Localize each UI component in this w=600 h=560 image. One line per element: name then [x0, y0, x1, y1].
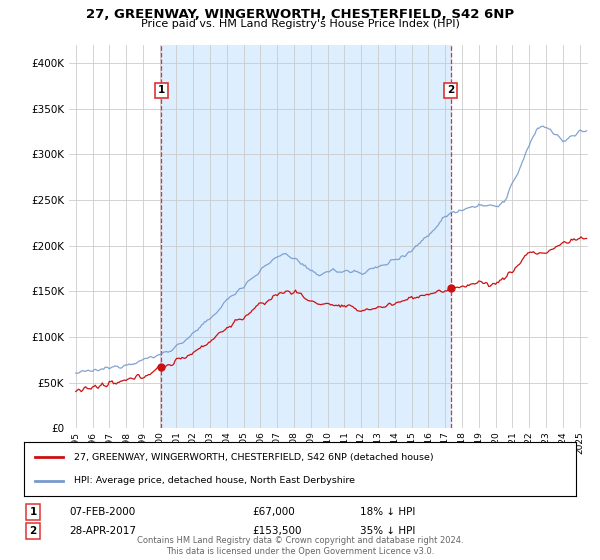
Text: 07-FEB-2000: 07-FEB-2000	[69, 507, 135, 517]
Text: £153,500: £153,500	[252, 526, 302, 536]
Text: 2: 2	[447, 86, 454, 95]
Text: 2: 2	[29, 526, 37, 536]
Text: 1: 1	[158, 86, 165, 95]
Text: Price paid vs. HM Land Registry's House Price Index (HPI): Price paid vs. HM Land Registry's House …	[140, 19, 460, 29]
Text: 35% ↓ HPI: 35% ↓ HPI	[360, 526, 415, 536]
Text: 18% ↓ HPI: 18% ↓ HPI	[360, 507, 415, 517]
Text: 1: 1	[29, 507, 37, 517]
Text: 27, GREENWAY, WINGERWORTH, CHESTERFIELD, S42 6NP (detached house): 27, GREENWAY, WINGERWORTH, CHESTERFIELD,…	[74, 453, 433, 462]
Text: Contains HM Land Registry data © Crown copyright and database right 2024.
This d: Contains HM Land Registry data © Crown c…	[137, 536, 463, 556]
Text: HPI: Average price, detached house, North East Derbyshire: HPI: Average price, detached house, Nort…	[74, 476, 355, 485]
Text: 27, GREENWAY, WINGERWORTH, CHESTERFIELD, S42 6NP: 27, GREENWAY, WINGERWORTH, CHESTERFIELD,…	[86, 8, 514, 21]
Bar	[161, 45, 451, 428]
Text: £67,000: £67,000	[252, 507, 295, 517]
Text: 28-APR-2017: 28-APR-2017	[69, 526, 136, 536]
